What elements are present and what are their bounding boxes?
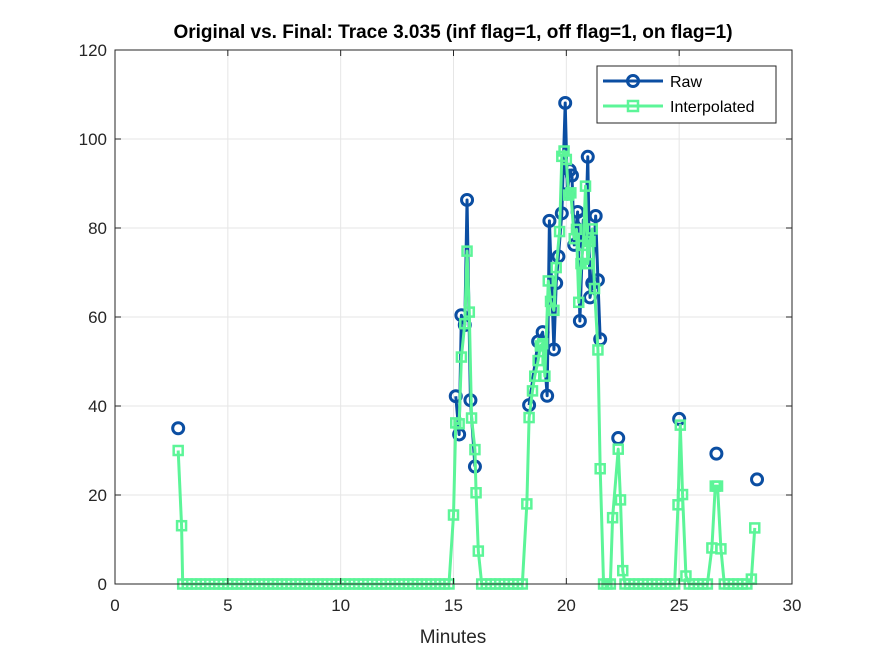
x-tick-label: 5 <box>223 596 232 615</box>
interpolated-point <box>459 317 471 330</box>
interpolated-point <box>586 223 599 235</box>
legend-raw-marker <box>626 74 640 88</box>
interpolated-point <box>575 257 587 270</box>
raw-point <box>542 213 557 228</box>
interpolated-point <box>617 564 629 577</box>
raw-point <box>750 472 765 487</box>
y-tick-label: 20 <box>88 486 107 505</box>
interpolated-point <box>534 340 547 352</box>
x-tick-label: 0 <box>110 596 119 615</box>
interpolated-point <box>614 494 627 506</box>
interpolated-point <box>749 522 761 534</box>
interpolated-point <box>674 419 687 431</box>
chart-title: Original vs. Final: Trace 3.035 (inf fla… <box>173 22 732 43</box>
y-tick-label: 40 <box>88 397 107 416</box>
interpolated-point <box>570 223 583 236</box>
axis-ticks: 0 5 10 15 20 25 30 0 20 40 60 80 100 120 <box>79 41 802 615</box>
interpolated-point <box>542 275 555 287</box>
interpolated-point <box>463 306 476 318</box>
interpolated-point <box>532 354 544 367</box>
raw-point <box>535 325 550 340</box>
legend-interpolated-marker <box>626 99 640 113</box>
x-tick-label: 15 <box>444 596 463 615</box>
interpolated-point <box>469 443 481 456</box>
interpolated-point <box>715 543 727 555</box>
raw-line <box>527 101 602 406</box>
interpolated-point <box>539 370 551 382</box>
interpolated-point <box>588 282 601 295</box>
raw-point <box>554 206 569 221</box>
interpolated-point <box>612 443 624 455</box>
interpolated-point <box>453 418 465 430</box>
y-tick-label: 80 <box>88 219 107 238</box>
legend-interpolated-label: Interpolated <box>670 99 755 116</box>
y-tick-label: 120 <box>79 41 107 60</box>
interpolated-point <box>175 519 188 532</box>
legend: Raw Interpolated <box>596 65 777 124</box>
interpolated-point <box>560 153 573 166</box>
interpolated-point <box>579 180 592 192</box>
x-tick-label: 10 <box>331 596 350 615</box>
raw-point <box>546 342 561 357</box>
interpolated-point <box>523 411 535 424</box>
raw-point <box>171 421 186 436</box>
y-tick-label: 100 <box>79 130 107 149</box>
interpolated-point <box>526 385 539 397</box>
interpolated-point <box>582 257 594 270</box>
interpolated-point <box>536 337 549 350</box>
interpolated-point <box>472 545 485 557</box>
x-tick-label: 30 <box>783 596 802 615</box>
interpolated-point <box>447 509 460 521</box>
interpolated-point <box>565 187 577 199</box>
x-axis-title: Minutes <box>420 627 487 648</box>
x-tick-label: 25 <box>670 596 689 615</box>
interpolated-point <box>584 235 596 248</box>
interpolated-point <box>461 245 473 257</box>
y-tick-label: 0 <box>98 575 107 594</box>
interpolated-point <box>676 488 689 501</box>
interpolated-point <box>172 444 184 457</box>
interpolated-point <box>606 511 619 524</box>
interpolated-point <box>465 412 478 424</box>
raw-point <box>460 192 475 207</box>
interpolated-point <box>548 304 560 317</box>
interpolated-point <box>553 225 566 238</box>
x-tick-label: 20 <box>557 596 576 615</box>
raw-point <box>572 314 587 329</box>
interpolated-point <box>594 462 606 475</box>
interpolated-point <box>572 296 585 309</box>
raw-point <box>709 446 724 461</box>
legend-raw-label: Raw <box>670 74 702 91</box>
interpolated-point <box>470 487 482 499</box>
interpolated-point <box>592 344 604 356</box>
raw-point <box>588 208 603 223</box>
interpolated-point <box>521 498 533 510</box>
interpolated-point <box>455 351 468 363</box>
raw-point <box>580 149 595 164</box>
interpolated-point <box>562 189 575 201</box>
raw-point <box>558 95 573 110</box>
y-tick-label: 60 <box>88 308 107 327</box>
legend-box <box>596 65 777 124</box>
raw-point <box>540 388 555 403</box>
interpolated-point <box>711 480 724 492</box>
interpolated-point <box>550 261 562 274</box>
